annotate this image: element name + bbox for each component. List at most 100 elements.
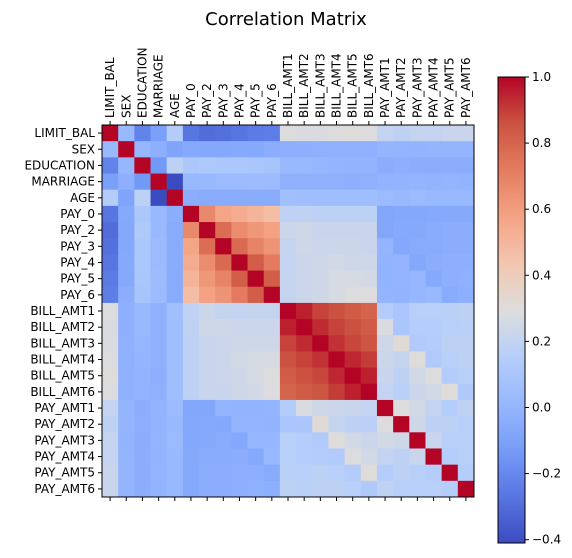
heatmap-cell [247,222,265,239]
heatmap-cell [328,270,346,288]
heatmap-cell [360,254,378,271]
x-tick-label: AGE [168,93,182,118]
heatmap-cell [344,254,362,271]
heatmap-cell [393,238,410,255]
heatmap-cell [182,351,200,369]
heatmap-cell [118,351,135,369]
heatmap-cell [296,270,313,288]
heatmap-cell [118,270,135,288]
heatmap-cell [150,383,168,401]
heatmap-cell [360,367,378,385]
heatmap-cell [441,270,459,288]
heatmap-cell [328,464,346,482]
heatmap-cell [102,335,119,352]
heatmap-cell [166,205,184,223]
heatmap-cell [199,238,216,255]
heatmap-cell [247,254,265,271]
heatmap-cell [312,189,329,207]
heatmap-cell [425,173,443,191]
heatmap-cell [296,319,313,336]
heatmap-cell [166,254,184,271]
heatmap-cell [312,125,329,142]
heatmap-cell [328,205,346,223]
heatmap-cell [279,189,297,207]
x-tick-label: BILL_AMT2 [297,53,311,118]
heatmap-cell [118,448,135,466]
colorbar-tick-label: 0.4 [532,268,551,282]
heatmap-cell [231,173,248,191]
heatmap-cell [441,254,459,271]
x-tick-label: PAY_6 [265,83,279,118]
heatmap-cell [102,416,119,433]
heatmap-cell [182,480,200,498]
heatmap-cell [409,399,426,417]
heatmap-cell [393,399,410,417]
heatmap-cell [296,480,313,498]
chart-title: Correlation Matrix [205,9,367,30]
heatmap-cell [457,432,475,449]
heatmap-cell [102,399,119,417]
heatmap-cell [344,125,362,142]
heatmap-cell [150,302,168,320]
heatmap-cell [279,141,297,158]
heatmap-cell [296,254,313,271]
heatmap-cell [457,480,475,498]
heatmap-cell [231,464,248,482]
heatmap-cell [215,302,232,320]
heatmap-cell [150,173,168,191]
heatmap-cell [425,157,443,174]
heatmap-cell [166,432,184,449]
heatmap-cell [312,319,329,336]
heatmap-cell [360,448,378,466]
heatmap-cell [263,270,281,288]
heatmap-cell [441,319,459,336]
heatmap-cell [118,286,135,304]
heatmap-cell [118,141,135,158]
heatmap-cell [425,254,443,271]
heatmap-cell [118,399,135,417]
heatmap-cell [393,367,410,385]
heatmap-cell [296,238,313,255]
heatmap-cell [150,432,168,449]
x-tick-label: PAY_AMT2 [394,57,408,118]
heatmap-cell [425,205,443,223]
y-tick-label: AGE [70,191,95,205]
heatmap-cell [296,464,313,482]
heatmap-cell [312,383,329,401]
heatmap-cell [182,286,200,304]
heatmap-cell [215,205,232,223]
heatmap-cell [376,125,394,142]
heatmap-cell [150,238,168,255]
heatmap-cell [231,416,248,433]
heatmap-cell [441,238,459,255]
heatmap-cell [150,270,168,288]
heatmap-cell [215,238,232,255]
heatmap-cell [441,432,459,449]
heatmap-cell [393,335,410,352]
heatmap-cell [118,383,135,401]
heatmap-cell [360,141,378,158]
heatmap-cell [279,399,297,417]
heatmap-cell [215,351,232,369]
heatmap-cell [199,141,216,158]
heatmap-cell [182,270,200,288]
heatmap-cell [199,399,216,417]
heatmap-cell [409,238,426,255]
heatmap-cell [344,464,362,482]
colorbar-gradient [497,76,526,544]
heatmap-cell [118,125,135,142]
heatmap-cell [457,173,475,191]
heatmap-cell [231,125,248,142]
heatmap-cell [425,238,443,255]
heatmap-cell [102,189,119,207]
heatmap-cell [328,286,346,304]
heatmap-cell [376,351,394,369]
heatmap-cell [134,222,151,239]
heatmap-cell [199,335,216,352]
heatmap-cell [247,367,265,385]
heatmap-cell [425,302,443,320]
heatmap-cell [263,302,281,320]
heatmap-cell [134,383,151,401]
heatmap-cell [166,448,184,466]
heatmap-cell [215,416,232,433]
